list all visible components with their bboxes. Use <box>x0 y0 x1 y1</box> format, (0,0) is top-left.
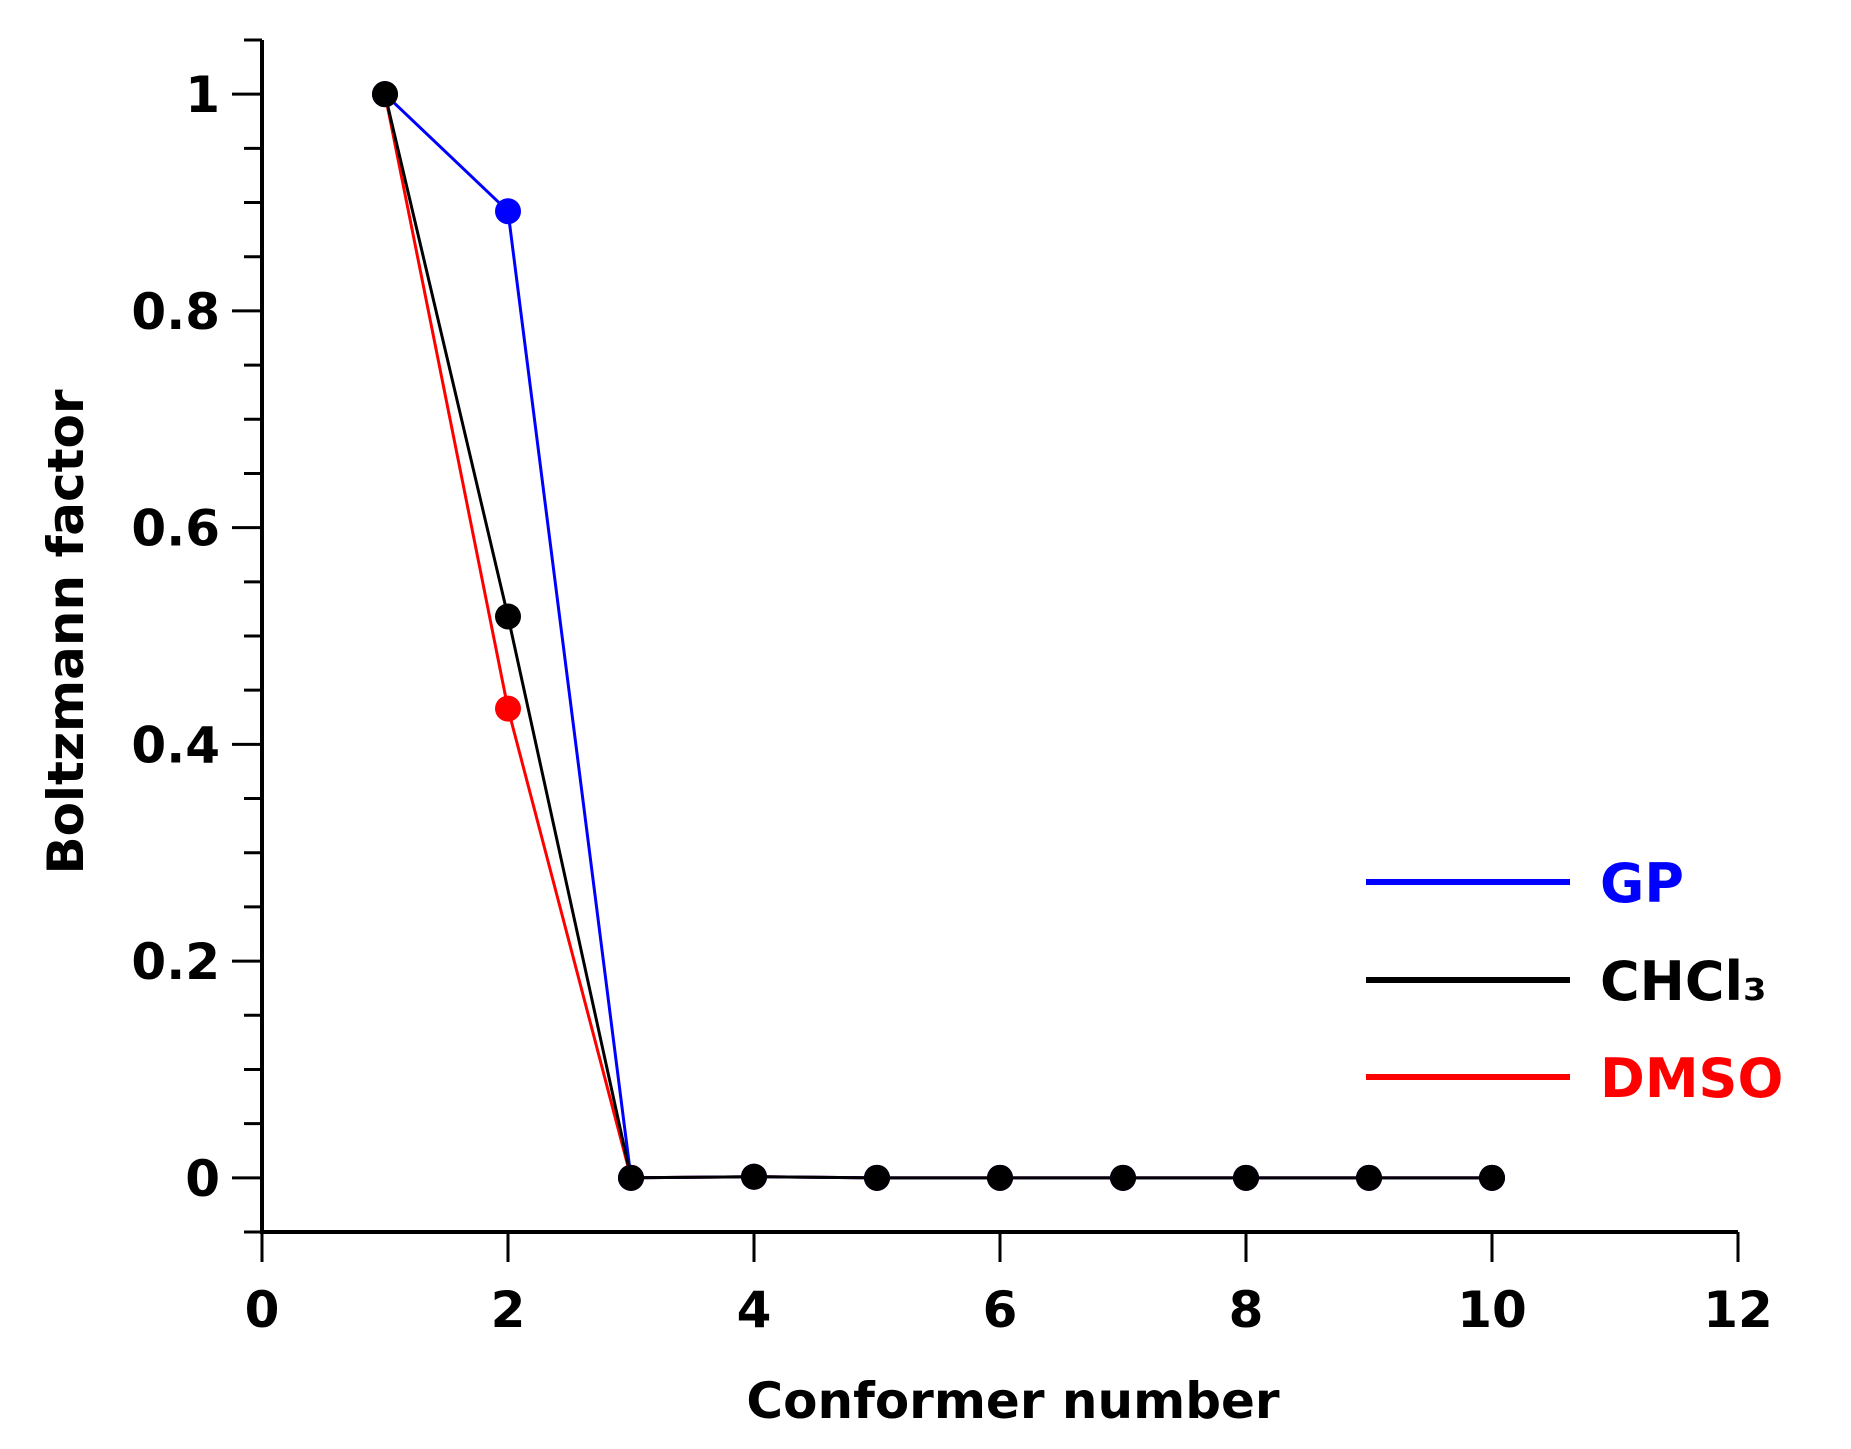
x-tick-label: 6 <box>983 1281 1018 1339</box>
data-point-chcl <box>1110 1164 1136 1191</box>
axes: 00.20.40.60.810 2 4 6 8 10 12 <box>131 38 1773 1339</box>
data-point-gp <box>495 198 521 225</box>
y-tick-label: 0.4 <box>131 716 220 774</box>
data-point-chcl <box>987 1164 1013 1191</box>
y-tick-label: 1 <box>185 66 220 124</box>
legend-label: CHCl₃ <box>1600 950 1767 1013</box>
data-point-chcl <box>618 1164 644 1191</box>
x-tick-label: 8 <box>1229 1281 1264 1339</box>
data-point-chcl <box>1479 1164 1505 1191</box>
series-layer <box>372 81 1505 1191</box>
series-line-gp <box>383 93 1492 1180</box>
x-tick-label: 4 <box>737 1281 772 1339</box>
x-tick-label: 0 <box>245 1281 280 1339</box>
y-tick-label: 0.2 <box>131 933 220 991</box>
x-tick-label: 10 <box>1457 1281 1527 1339</box>
legend-label: GP <box>1600 852 1684 915</box>
legend-label: DMSO <box>1600 1047 1783 1110</box>
data-point-dmso <box>495 695 521 722</box>
y-tick-label: 0 <box>185 1150 220 1208</box>
x-tick-label: 2 <box>491 1281 526 1339</box>
x-axis-title: Conformer number <box>746 1372 1279 1430</box>
y-tick-label: 0.8 <box>131 283 220 341</box>
data-point-chcl <box>1233 1164 1259 1191</box>
legend: GP CHCl₃ DMSO <box>1366 852 1783 1110</box>
data-point-chcl <box>495 603 521 630</box>
data-point-chcl <box>741 1163 767 1190</box>
data-point-chcl <box>864 1164 890 1191</box>
data-point-chcl <box>372 81 398 108</box>
series-line-chcl <box>383 93 1492 1180</box>
y-tick-label: 0.6 <box>131 500 220 558</box>
y-axis-title: Boltzmann factor <box>37 389 95 874</box>
data-point-chcl <box>1356 1164 1382 1191</box>
series-line-dmso <box>383 93 1492 1180</box>
x-tick-label: 12 <box>1703 1281 1773 1339</box>
